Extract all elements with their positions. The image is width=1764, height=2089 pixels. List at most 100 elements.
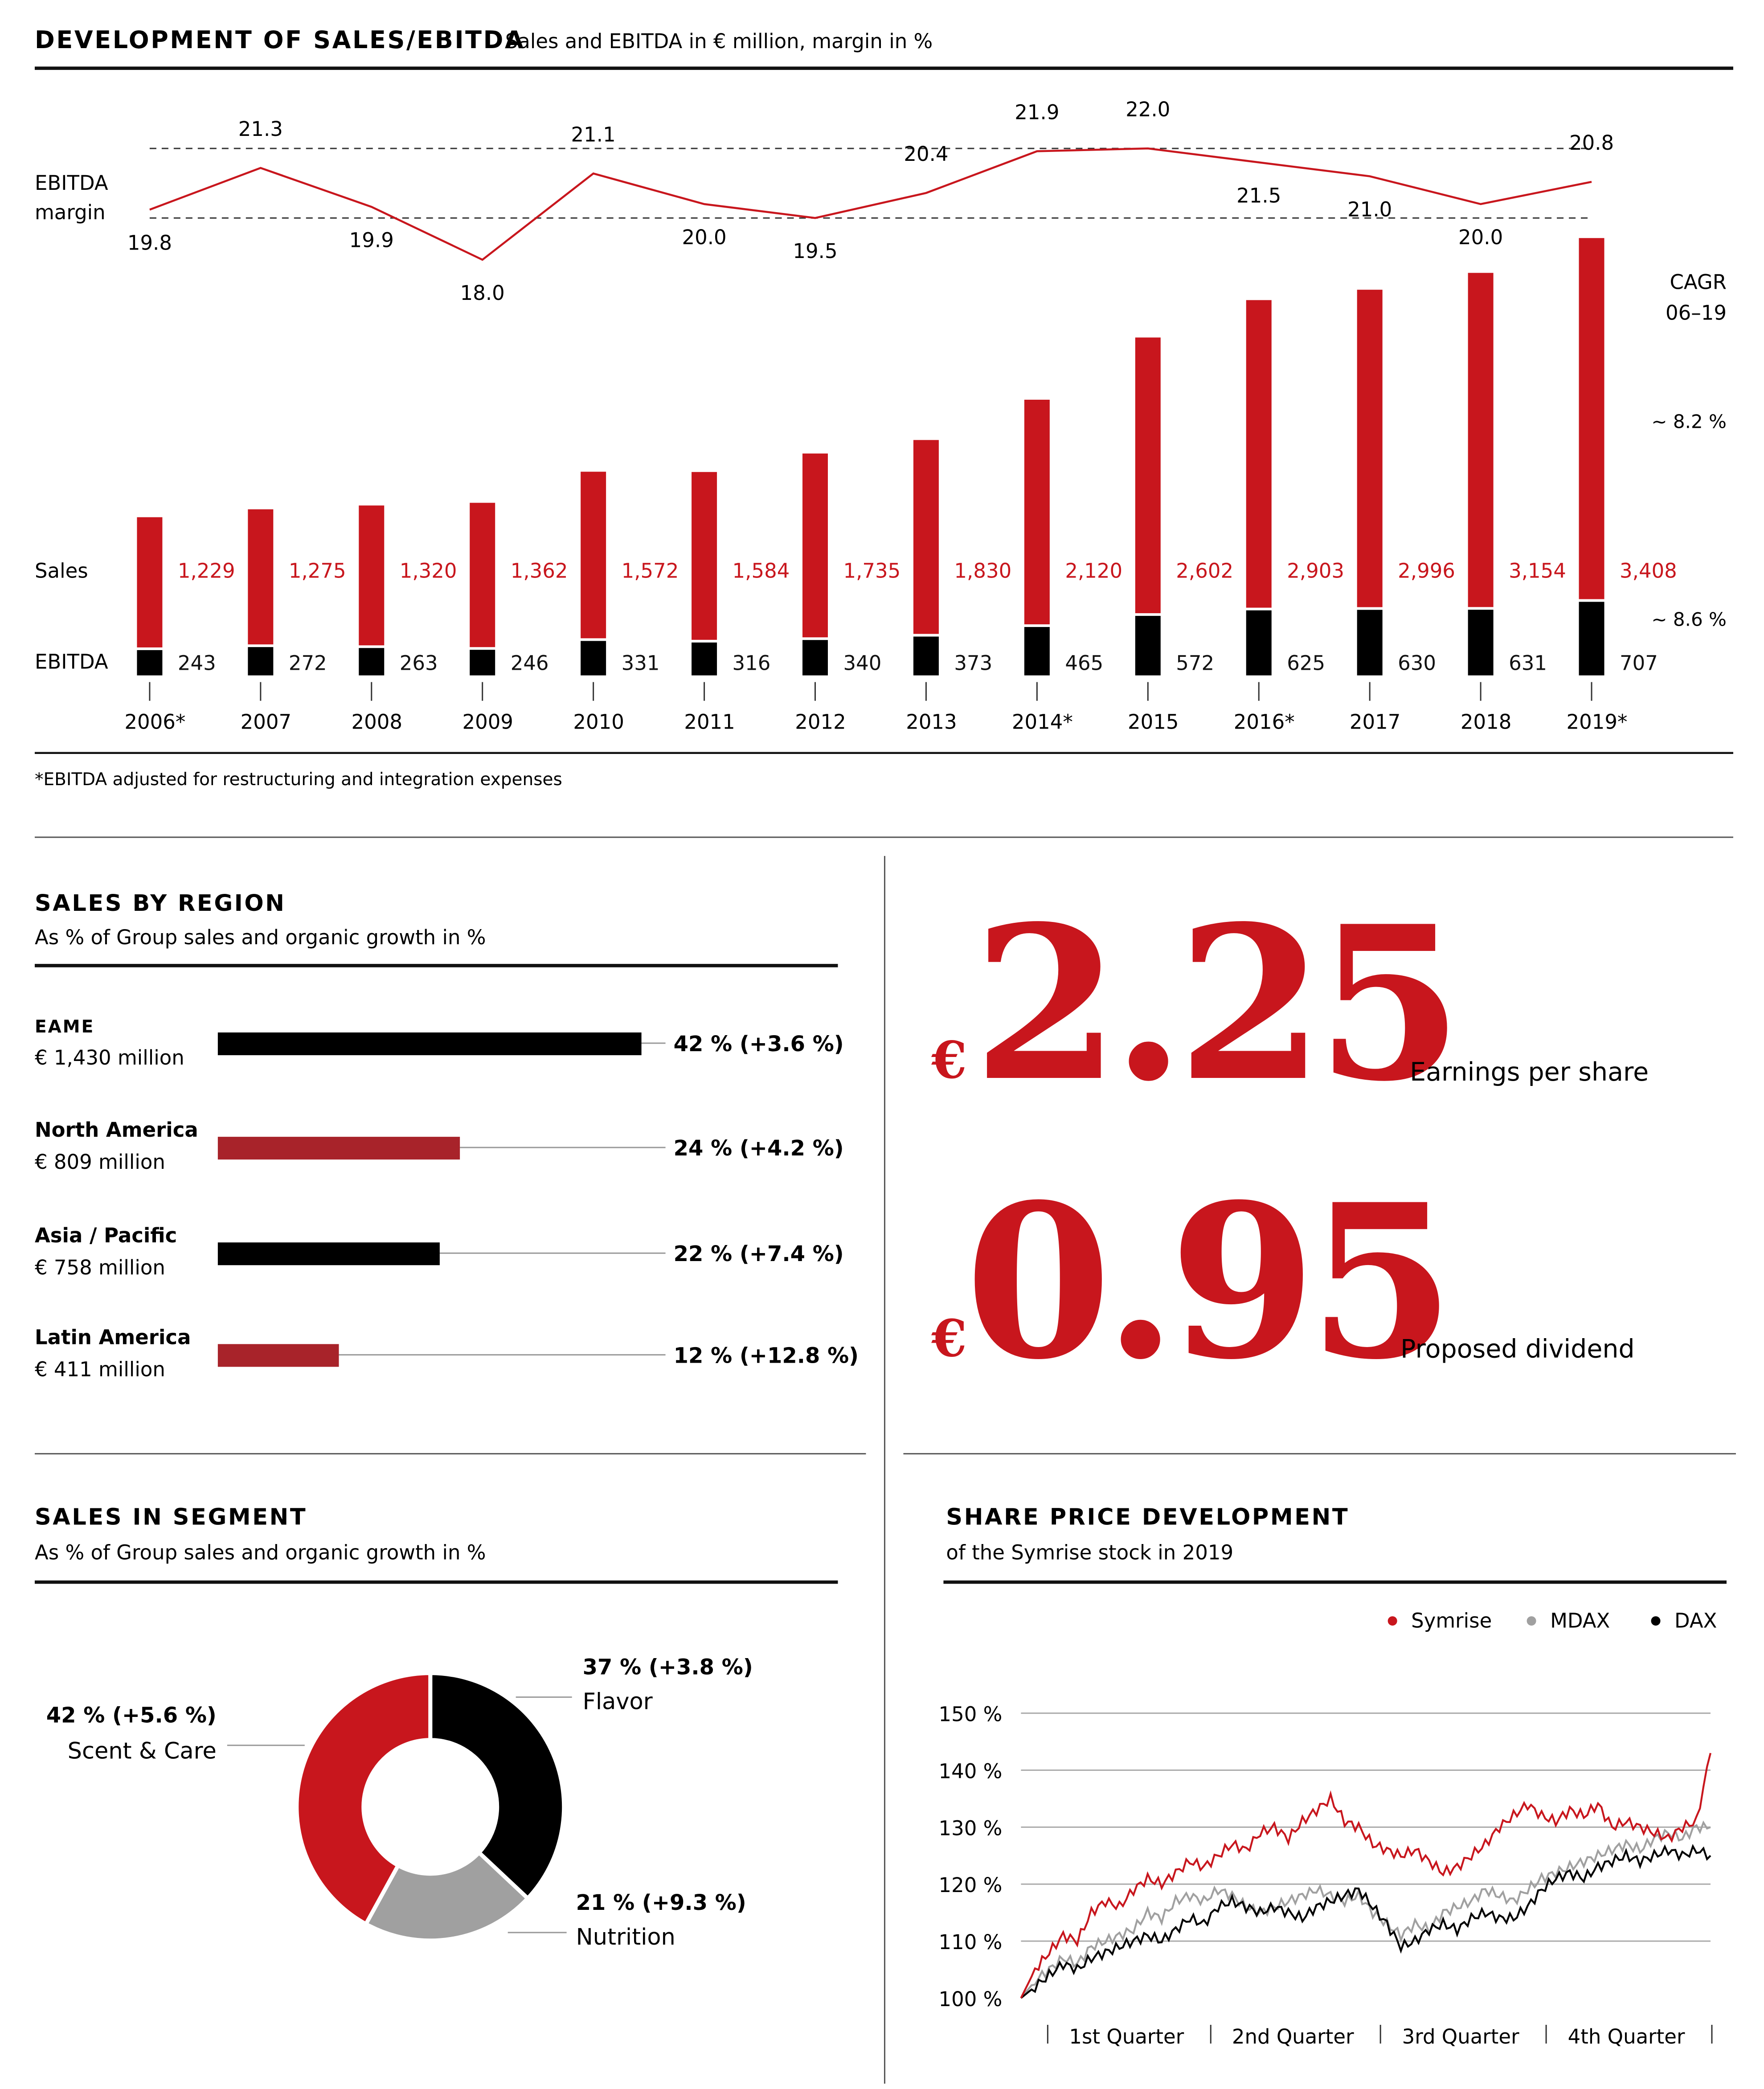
ebitda-value-label: 246 xyxy=(511,651,549,675)
sales-value-label: 2,996 xyxy=(1398,559,1455,583)
margin-polyline xyxy=(149,147,1592,261)
x-tick-label: 2009 xyxy=(462,710,513,734)
dividend-label: Proposed dividend xyxy=(1400,1334,1635,1364)
ebitda-value-label: 331 xyxy=(622,651,660,675)
region-bar xyxy=(217,1344,339,1367)
ebitda-value-label: 272 xyxy=(289,651,327,675)
sales-ebitda-title: DEVELOPMENT OF SALES/EBITDA xyxy=(35,26,525,54)
margin-value-label: 21.5 xyxy=(1236,184,1281,207)
region-title: SALES BY REGION xyxy=(35,890,286,917)
ebitda-value-label: 316 xyxy=(733,651,771,675)
sales-value-label: 1,735 xyxy=(843,559,900,583)
sales-value-label: 1,362 xyxy=(511,559,568,583)
segment-subtitle: As % of Group sales and organic growth i… xyxy=(35,1541,486,1565)
margin-value-label: 21.1 xyxy=(571,123,616,146)
cagr-sales-value: ~ 8.2 % xyxy=(1651,410,1727,432)
x-tick-label: 2007 xyxy=(241,710,291,734)
eps-value: 2.25 xyxy=(973,880,1455,1128)
x-tick-label: 2006* xyxy=(124,710,185,734)
y-tick-label: 100 % xyxy=(938,1987,1002,2011)
sales-bar xyxy=(913,440,939,634)
x-tick-label: 2011 xyxy=(684,710,735,734)
sales-ebitda-subtitle: Sales and EBITDA in € million, margin in… xyxy=(505,29,933,53)
region-name: North America xyxy=(35,1118,198,1142)
ebitda-row-label: EBITDA xyxy=(35,650,108,674)
region-share-label: 22 % (+7.4 %) xyxy=(674,1241,844,1266)
sales-value-label: 2,120 xyxy=(1065,559,1122,583)
ebitda-margin-line: 19.8 21.3 19.9 18.0 21.1 20.0 19.5 20.4 21.9 22.0… xyxy=(127,98,1614,305)
ebitda-value-label: 340 xyxy=(843,651,881,675)
donut-slice xyxy=(363,1850,531,1943)
share-legend: Symrise MDAX DAX xyxy=(1387,1609,1717,1633)
sales-bar xyxy=(1135,337,1161,614)
x-tick-label: 2008 xyxy=(352,710,402,734)
sales-bar xyxy=(359,505,385,646)
region-name: Latin America xyxy=(35,1325,191,1349)
margin-label-line1: EBITDA xyxy=(35,171,108,195)
segment-labels: 37 % (+3.8 %) Flavor 21 % (+9.3 %) Nutritio… xyxy=(46,1655,753,1950)
cagr-label-line2: 06–19 xyxy=(1666,301,1727,324)
flavor-name: Flavor xyxy=(583,1689,653,1715)
quarter-label: 3rd Quarter xyxy=(1402,2025,1519,2048)
sales-value-label: 3,408 xyxy=(1620,559,1677,583)
region-share-label: 12 % (+12.8 %) xyxy=(674,1343,859,1368)
margin-value-label: 18.0 xyxy=(460,281,505,305)
sales-value-label: 1,584 xyxy=(733,559,790,583)
margin-value-label: 20.0 xyxy=(1458,225,1503,249)
margin-value-label: 22.0 xyxy=(1126,98,1170,121)
margin-value-label: 19.9 xyxy=(349,228,394,252)
sales-bar xyxy=(581,471,606,639)
dividend-value: 0.95 xyxy=(965,1158,1447,1406)
dividend-currency: € xyxy=(931,1308,966,1368)
sales-bar xyxy=(470,503,495,647)
y-tick-label: 140 % xyxy=(938,1760,1002,1783)
region-subtitle: As % of Group sales and organic growth i… xyxy=(35,926,486,949)
share-subtitle: of the Symrise stock in 2019 xyxy=(946,1541,1233,1565)
y-tick-label: 150 % xyxy=(938,1703,1002,1726)
region-name: Asia / Pacific xyxy=(35,1224,177,1247)
x-tick-label: 2014* xyxy=(1012,710,1073,734)
sales-bar xyxy=(802,453,828,638)
sales-bar xyxy=(137,517,163,647)
x-tick-label: 2018 xyxy=(1461,710,1511,734)
donut-slice xyxy=(428,1671,566,1901)
margin-value-label: 19.8 xyxy=(127,231,172,255)
eps-currency: € xyxy=(931,1030,966,1090)
ebitda-value-label: 631 xyxy=(1509,651,1547,675)
y-tick-label: 110 % xyxy=(938,1930,1002,1954)
cagr-ebitda-value: ~ 8.6 % xyxy=(1651,609,1727,631)
ebitda-bar xyxy=(248,647,274,676)
region-bar xyxy=(217,1032,642,1056)
sales-bar xyxy=(1357,290,1383,607)
margin-value-label: 20.0 xyxy=(682,225,726,249)
ebitda-bar xyxy=(137,650,163,676)
quarter-label: 4th Quarter xyxy=(1568,2025,1685,2048)
x-tick-label: 2013 xyxy=(906,710,957,734)
segment-title: SALES IN SEGMENT xyxy=(35,1504,307,1530)
ebitda-bar xyxy=(692,642,717,676)
sales-value-label: 3,154 xyxy=(1509,559,1566,583)
ebitda-bar xyxy=(470,650,495,676)
ebitda-bar xyxy=(359,648,385,676)
share-title: SHARE PRICE DEVELOPMENT xyxy=(946,1504,1349,1530)
margin-value-label: 21.9 xyxy=(1015,100,1059,124)
eps-label: Earnings per share xyxy=(1410,1057,1649,1087)
region-amount: € 1,430 million xyxy=(35,1046,184,1069)
legend-marker xyxy=(1651,1616,1661,1626)
sales-ebitda-bars: 1,229 243 2006* 1,275 272 2007 1,320 263 2008 1,3… xyxy=(124,238,1677,734)
share-line-dax xyxy=(1020,1844,1711,1999)
cagr-label-line1: CAGR xyxy=(1670,270,1727,294)
region-amount: € 809 million xyxy=(35,1150,165,1174)
scent-care-name: Scent & Care xyxy=(68,1738,217,1765)
sales-by-region-section: SALES BY REGION As % of Group sales and … xyxy=(35,890,866,1454)
margin-value-label: 19.5 xyxy=(793,239,837,263)
legend-label: Symrise xyxy=(1411,1609,1492,1633)
sales-value-label: 1,320 xyxy=(400,559,457,583)
sales-bar xyxy=(1246,300,1272,608)
region-name: EAME xyxy=(35,1017,94,1037)
x-tick-label: 2015 xyxy=(1128,710,1179,734)
legend-label: DAX xyxy=(1674,1609,1717,1633)
ebitda-value-label: 630 xyxy=(1398,651,1436,675)
share-price-section: SHARE PRICE DEVELOPMENT of the Symrise s… xyxy=(938,1504,1727,2048)
